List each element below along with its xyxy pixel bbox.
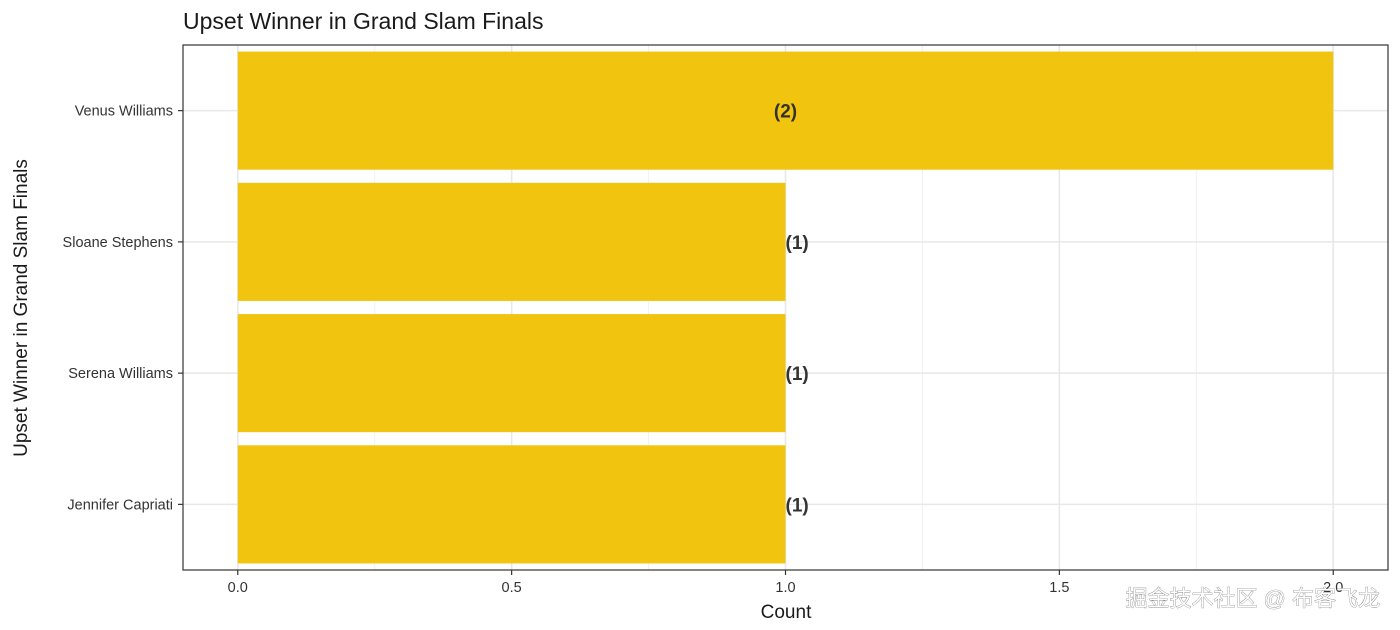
data-label: (1)	[786, 233, 809, 254]
data-label: (1)	[786, 364, 809, 385]
data-label: (1)	[786, 495, 809, 516]
y-tick-label: Serena Williams	[68, 366, 173, 382]
x-tick-label: 0.5	[502, 580, 522, 596]
x-axis-title: Count	[761, 602, 812, 623]
x-tick-label: 0.0	[228, 580, 248, 596]
y-axis-title: Upset Winner in Grand Slam Finals	[11, 159, 32, 457]
watermark-text: 掘金技术社区 @ 布客飞龙	[1125, 586, 1380, 611]
data-label: (2)	[774, 102, 797, 123]
bar-sloane-stephens	[237, 182, 786, 301]
y-tick-label: Venus Williams	[75, 104, 173, 120]
axis-layer: 0.0 0.5 1.0 1.5 2.0 Venus Williams Sloane Step…	[63, 44, 1389, 596]
chart-title: Upset Winner in Grand Slam Finals	[183, 8, 543, 34]
data-label-layer: (2) (1) (1) (1)	[774, 102, 809, 517]
x-tick-label: 2.0	[1323, 580, 1343, 596]
bar-serena-williams	[237, 314, 786, 433]
y-tick-label: Jennifer Capriati	[67, 497, 173, 513]
x-tick-label: 1.5	[1049, 580, 1069, 596]
bar-venus-williams	[237, 51, 1334, 170]
x-tick-label: 1.0	[775, 580, 795, 596]
bar-jennifer-capriati	[237, 445, 786, 564]
y-tick-label: Sloane Stephens	[63, 235, 173, 251]
bar-layer	[237, 51, 1334, 564]
